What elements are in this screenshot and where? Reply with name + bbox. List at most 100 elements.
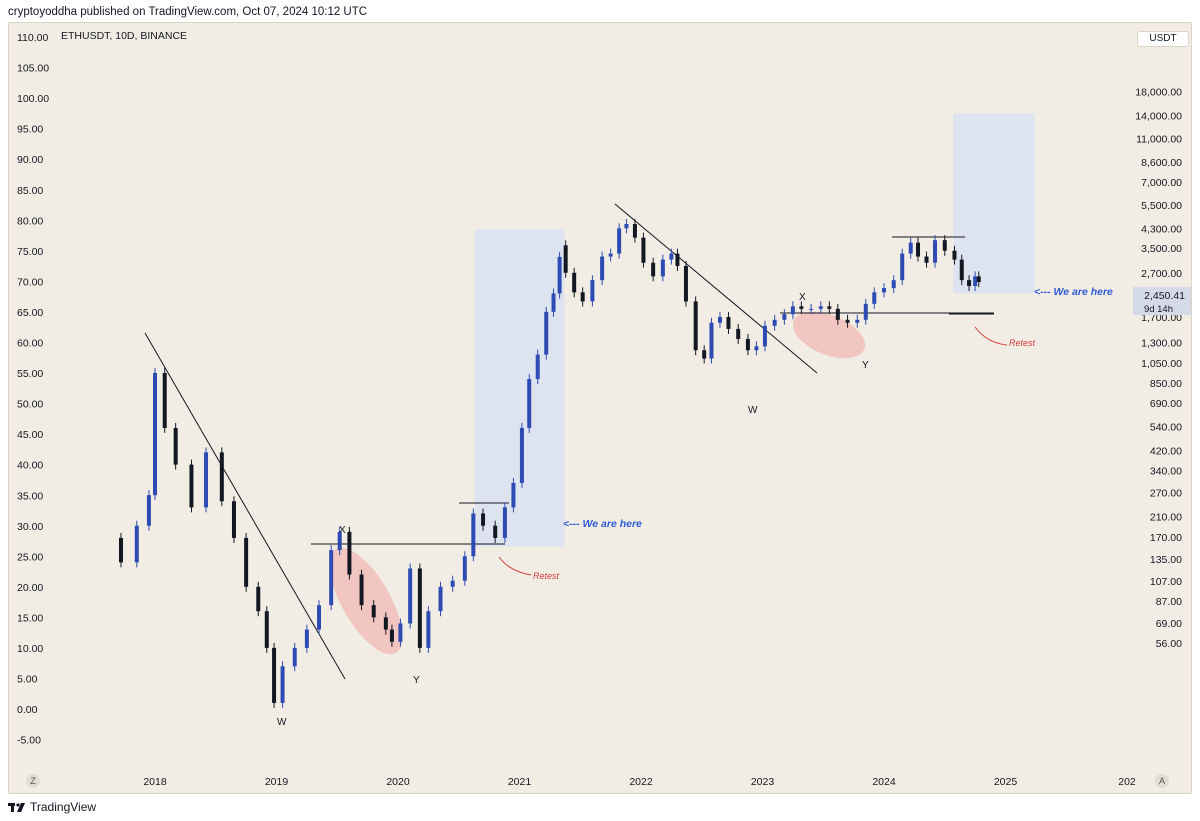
candle-body bbox=[371, 605, 376, 618]
candle-body bbox=[835, 308, 840, 320]
last-price-value: 2,450.41 bbox=[1144, 290, 1185, 302]
chart-panel[interactable]: 110.00 105.00 100.00 95.00 90.00 85.00 80.00 75… bbox=[8, 22, 1192, 794]
candle-body bbox=[244, 537, 249, 587]
retest-note-left: Retest bbox=[533, 571, 560, 581]
candle-body bbox=[641, 237, 646, 263]
auto-scale-right-button[interactable]: A bbox=[1155, 774, 1169, 788]
tradingview-logo-icon bbox=[8, 803, 25, 812]
pattern-ellipse-right bbox=[792, 311, 866, 359]
candle-body bbox=[408, 568, 413, 624]
candle-body bbox=[438, 586, 443, 612]
candle-body bbox=[726, 316, 731, 329]
candle-body bbox=[462, 556, 467, 581]
candle-body bbox=[675, 253, 680, 266]
right-axis-tick: 135.00 bbox=[1150, 554, 1182, 566]
candle-body bbox=[827, 306, 832, 309]
candle-body bbox=[933, 240, 938, 263]
currency-selector[interactable]: USDT bbox=[1137, 31, 1189, 47]
left-axis-tick: 5.00 bbox=[17, 674, 38, 686]
candle-body bbox=[337, 531, 342, 551]
trendline-2022 bbox=[614, 203, 818, 374]
wave-label: X bbox=[799, 292, 806, 303]
footer-brand-label: TradingView bbox=[30, 800, 97, 814]
candle-body bbox=[632, 223, 637, 238]
candle-body bbox=[153, 372, 157, 496]
right-axis-tick: 69.00 bbox=[1156, 618, 1182, 630]
chart-canvas[interactable]: 110.00 105.00 100.00 95.00 90.00 85.00 80.00 75… bbox=[9, 23, 1193, 795]
candle-body bbox=[973, 276, 978, 287]
left-axis-tick: 85.00 bbox=[17, 185, 43, 197]
candle-body bbox=[134, 525, 139, 563]
x-axis-tick: 2021 bbox=[508, 776, 532, 788]
last-price-tag bbox=[1133, 287, 1191, 315]
left-axis-tick: 10.00 bbox=[17, 643, 43, 655]
left-axis-tick: 0.00 bbox=[17, 704, 38, 716]
projection-box-right bbox=[953, 113, 1035, 294]
right-axis-tick: 56.00 bbox=[1156, 638, 1182, 650]
left-axis-tick: 45.00 bbox=[17, 429, 43, 441]
right-axis-tick: 270.00 bbox=[1150, 488, 1182, 500]
we-are-here-callout-right: <--- We are here bbox=[1034, 286, 1113, 298]
candle-body bbox=[204, 452, 209, 508]
right-axis-tick: 170.00 bbox=[1150, 532, 1182, 544]
auto-scale-left-button[interactable]: Z bbox=[26, 774, 40, 788]
candle-body bbox=[855, 319, 860, 323]
right-axis-tick: 340.00 bbox=[1150, 466, 1182, 478]
candle-body bbox=[256, 586, 261, 612]
wave-label: W bbox=[277, 717, 287, 728]
left-axis-tick: 110.00 bbox=[17, 32, 48, 44]
candle-body bbox=[398, 623, 403, 642]
candle-body bbox=[624, 223, 629, 229]
right-axis-tick: 11,000.00 bbox=[1136, 134, 1182, 146]
candle-body bbox=[782, 314, 787, 320]
candle-body bbox=[717, 316, 722, 323]
candle-body bbox=[745, 338, 750, 351]
x-axis-tick: 2025 bbox=[994, 776, 1018, 788]
candle-body bbox=[790, 306, 795, 315]
candle-body bbox=[693, 301, 698, 351]
wave-label: Y bbox=[413, 675, 420, 686]
left-axis-tick: 60.00 bbox=[17, 338, 43, 350]
candle-body bbox=[799, 306, 804, 309]
right-axis-tick: 5,500.00 bbox=[1141, 200, 1182, 212]
x-axis-tick: 2023 bbox=[751, 776, 775, 788]
candle-body bbox=[563, 245, 568, 273]
right-axis-tick: 690.00 bbox=[1150, 398, 1182, 410]
left-axis-tick: 80.00 bbox=[17, 215, 43, 227]
x-axis-tick: 202 bbox=[1118, 776, 1136, 788]
candle-body bbox=[173, 427, 178, 465]
candle-body bbox=[264, 611, 269, 648]
candle-body bbox=[493, 525, 498, 538]
candle-body bbox=[527, 379, 532, 428]
candle-body bbox=[952, 250, 957, 260]
candle-body bbox=[511, 482, 516, 508]
candle-body bbox=[608, 253, 613, 257]
candle-body bbox=[651, 262, 656, 277]
right-axis-tick: 7,000.00 bbox=[1141, 177, 1182, 189]
left-axis-tick: 90.00 bbox=[17, 154, 43, 166]
x-axis-tick: 2020 bbox=[386, 776, 410, 788]
candle-body bbox=[942, 240, 947, 251]
right-axis-tick: 107.00 bbox=[1150, 576, 1182, 588]
candle-body bbox=[502, 507, 507, 538]
candle-body bbox=[280, 666, 285, 703]
candle-body bbox=[976, 276, 981, 283]
candle-body bbox=[660, 259, 665, 277]
retest-note-right: Retest bbox=[1009, 338, 1036, 348]
candle-body bbox=[417, 568, 422, 648]
candle-body bbox=[329, 550, 334, 606]
candle-body bbox=[304, 629, 309, 648]
left-axis-tick: 95.00 bbox=[17, 124, 43, 136]
candle-body bbox=[317, 605, 322, 630]
x-axis-tick: 2024 bbox=[872, 776, 896, 788]
last-price-countdown: 9d 14h bbox=[1144, 304, 1173, 315]
candle-body bbox=[845, 319, 850, 323]
candle-body bbox=[580, 292, 585, 302]
candle-body bbox=[908, 242, 913, 254]
right-axis-tick: 14,000.00 bbox=[1135, 111, 1182, 123]
candle-body bbox=[590, 280, 595, 302]
candle-body bbox=[882, 288, 886, 293]
left-axis-tick: 100.00 bbox=[17, 93, 49, 105]
candle-body bbox=[669, 253, 674, 260]
right-axis-tick: 1,300.00 bbox=[1141, 338, 1182, 350]
